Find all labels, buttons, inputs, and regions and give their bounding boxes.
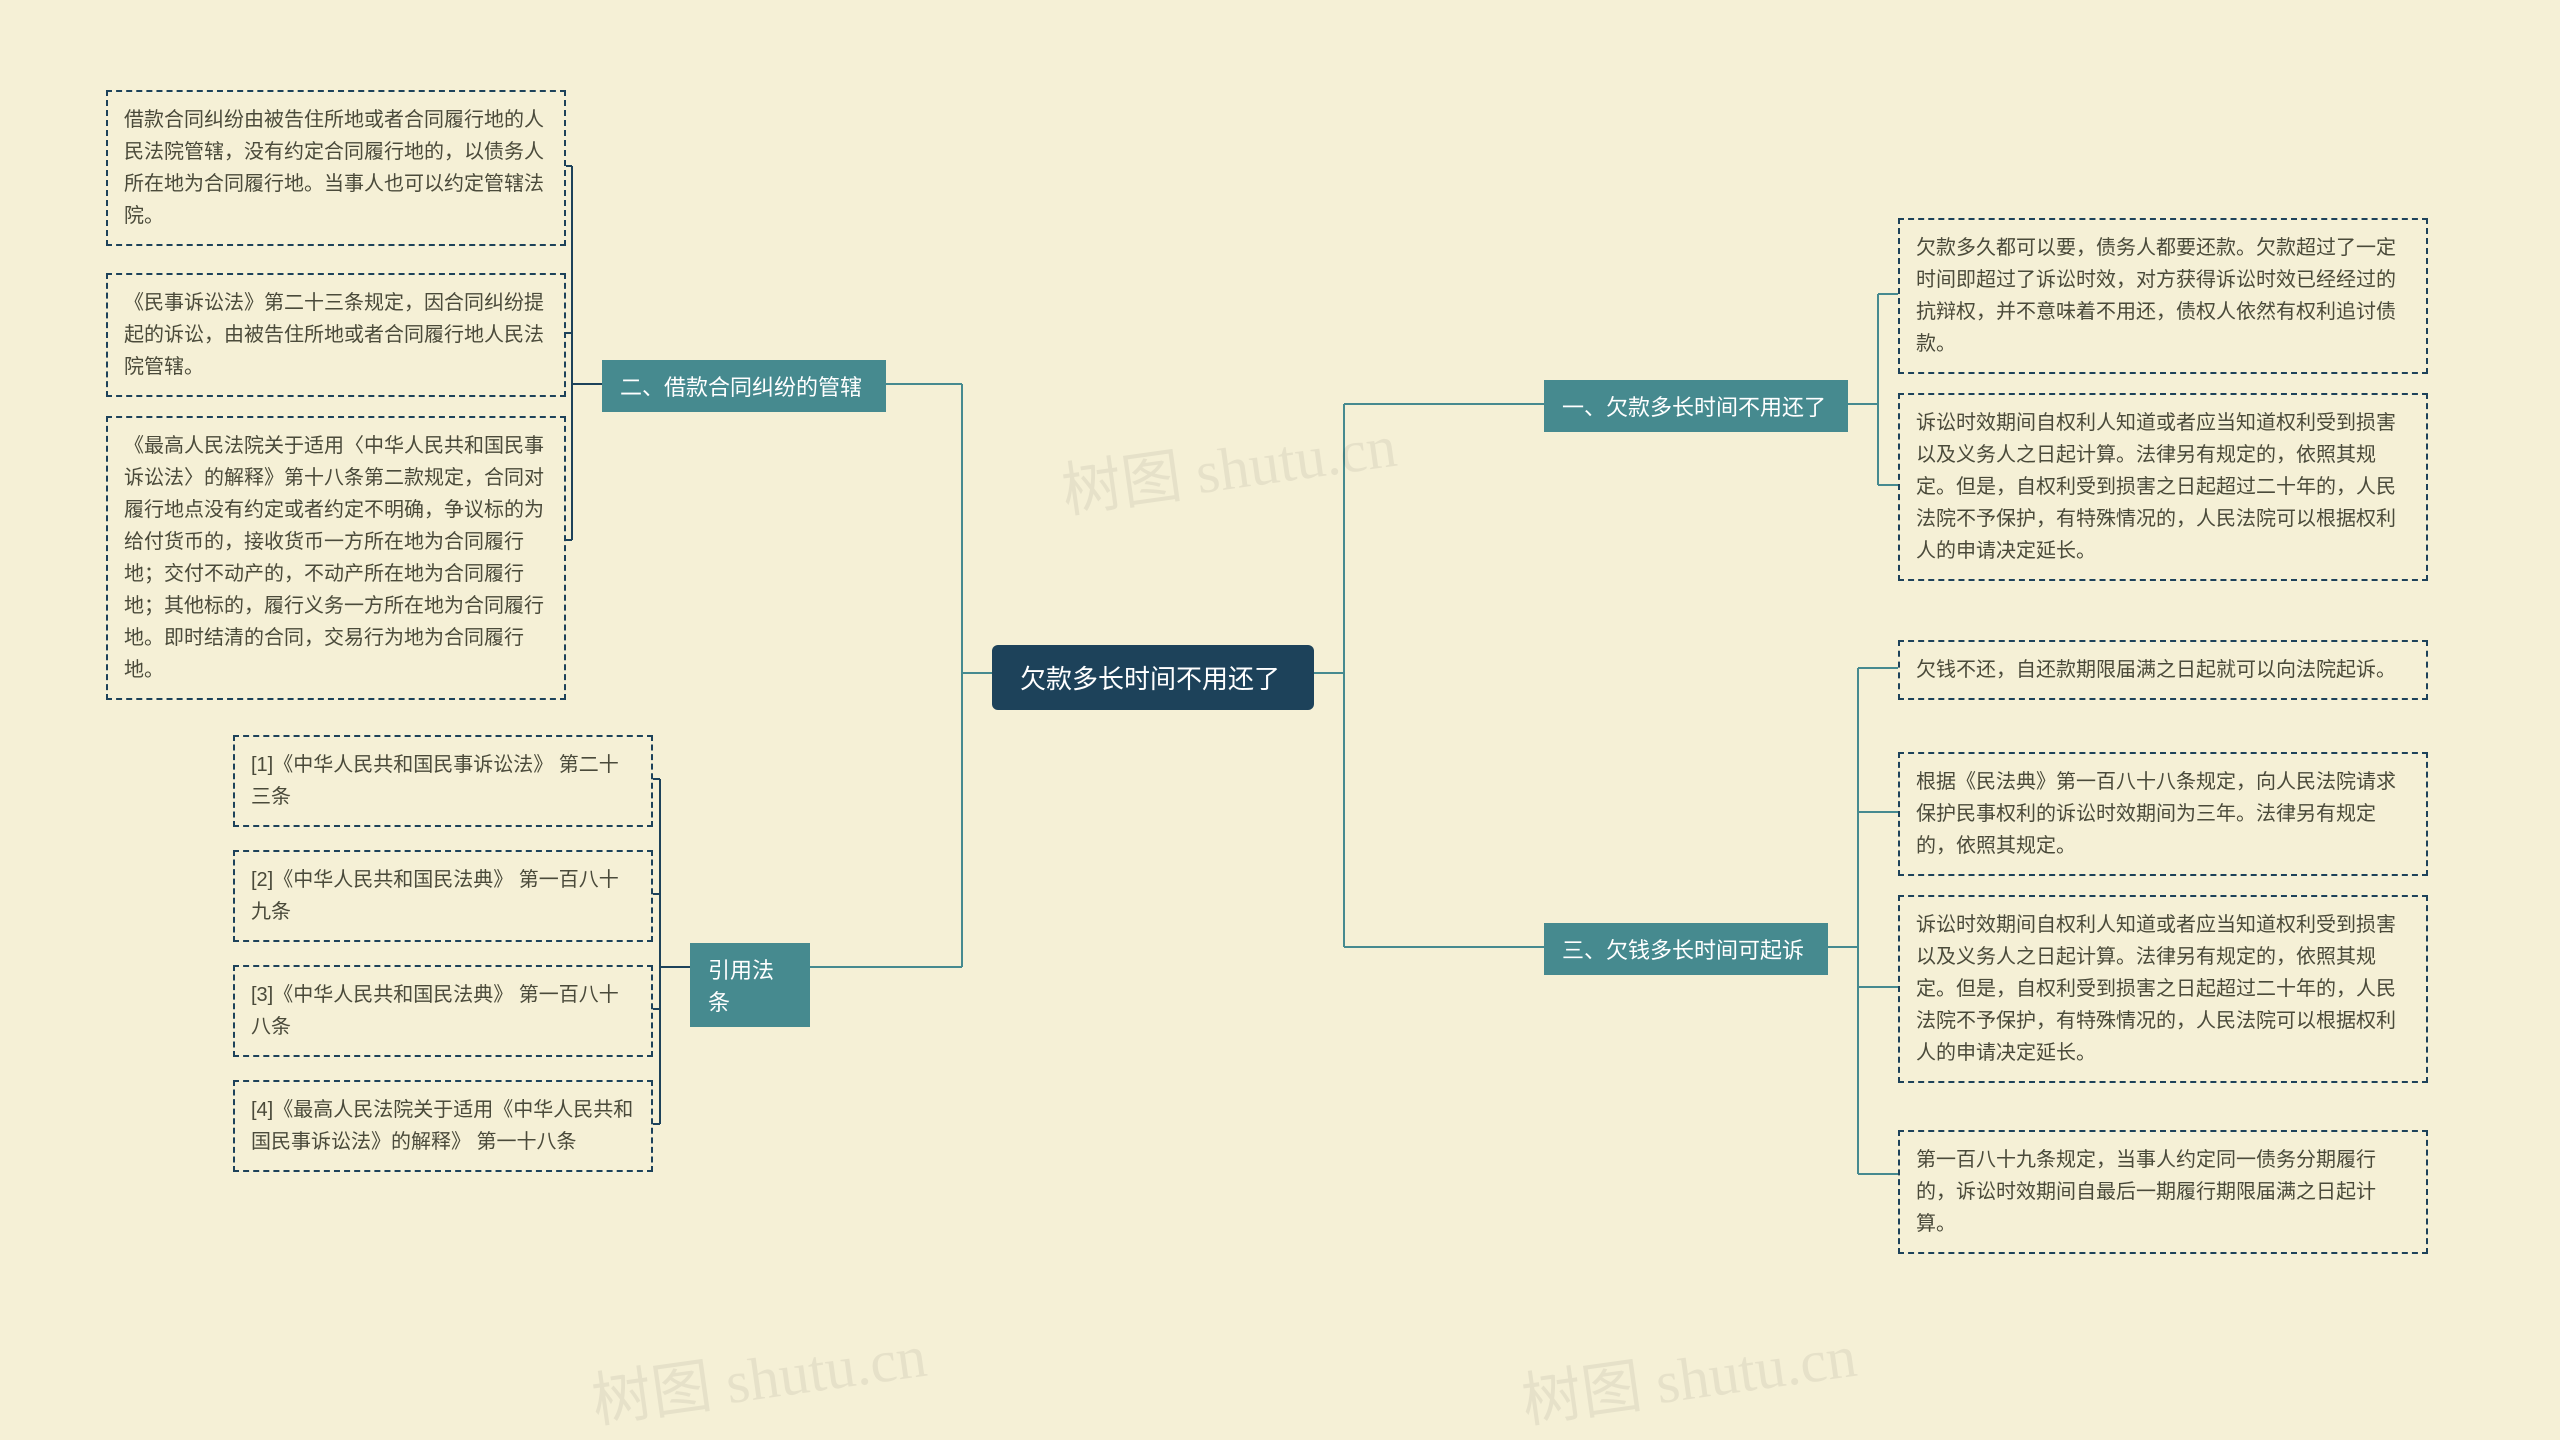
- branch-r2: 三、欠钱多长时间可起诉: [1544, 923, 1828, 975]
- leaf-node: 诉讼时效期间自权利人知道或者应当知道权利受到损害以及义务人之日起计算。法律另有规…: [1898, 895, 2428, 1083]
- branch-l2: 引用法条: [690, 943, 810, 1027]
- leaf-node: 诉讼时效期间自权利人知道或者应当知道权利受到损害以及义务人之日起计算。法律另有规…: [1898, 393, 2428, 581]
- leaf-node: [4]《最高人民法院关于适用《中华人民共和国民事诉讼法》的解释》 第一十八条: [233, 1080, 653, 1172]
- leaf-node: 根据《民法典》第一百八十八条规定，向人民法院请求保护民事权利的诉讼时效期间为三年…: [1898, 752, 2428, 876]
- leaf-node: [3]《中华人民共和国民法典》 第一百八十八条: [233, 965, 653, 1057]
- leaf-node: 第一百八十九条规定，当事人约定同一债务分期履行的，诉讼时效期间自最后一期履行期限…: [1898, 1130, 2428, 1254]
- leaf-node: 借款合同纠纷由被告住所地或者合同履行地的人民法院管辖，没有约定合同履行地的，以债…: [106, 90, 566, 246]
- leaf-node: 《民事诉讼法》第二十三条规定，因合同纠纷提起的诉讼，由被告住所地或者合同履行地人…: [106, 273, 566, 397]
- leaf-node: 欠钱不还，自还款期限届满之日起就可以向法院起诉。: [1898, 640, 2428, 700]
- branch-l1: 二、借款合同纠纷的管辖: [602, 360, 886, 412]
- leaf-node: [2]《中华人民共和国民法典》 第一百八十九条: [233, 850, 653, 942]
- watermark: 树图 shutu.cn: [1056, 397, 1401, 530]
- leaf-node: 《最高人民法院关于适用〈中华人民共和国民事诉讼法〉的解释》第十八条第二款规定，合…: [106, 416, 566, 700]
- root-node: 欠款多长时间不用还了: [992, 645, 1314, 710]
- watermark: 树图 shutu.cn: [0, 1307, 1, 1440]
- branch-r1: 一、欠款多长时间不用还了: [1544, 380, 1848, 432]
- watermark: 树图 shutu.cn: [1516, 1307, 1861, 1440]
- leaf-node: [1]《中华人民共和国民事诉讼法》 第二十三条: [233, 735, 653, 827]
- watermark: 树图 shutu.cn: [586, 1307, 931, 1440]
- leaf-node: 欠款多久都可以要，债务人都要还款。欠款超过了一定时间即超过了诉讼时效，对方获得诉…: [1898, 218, 2428, 374]
